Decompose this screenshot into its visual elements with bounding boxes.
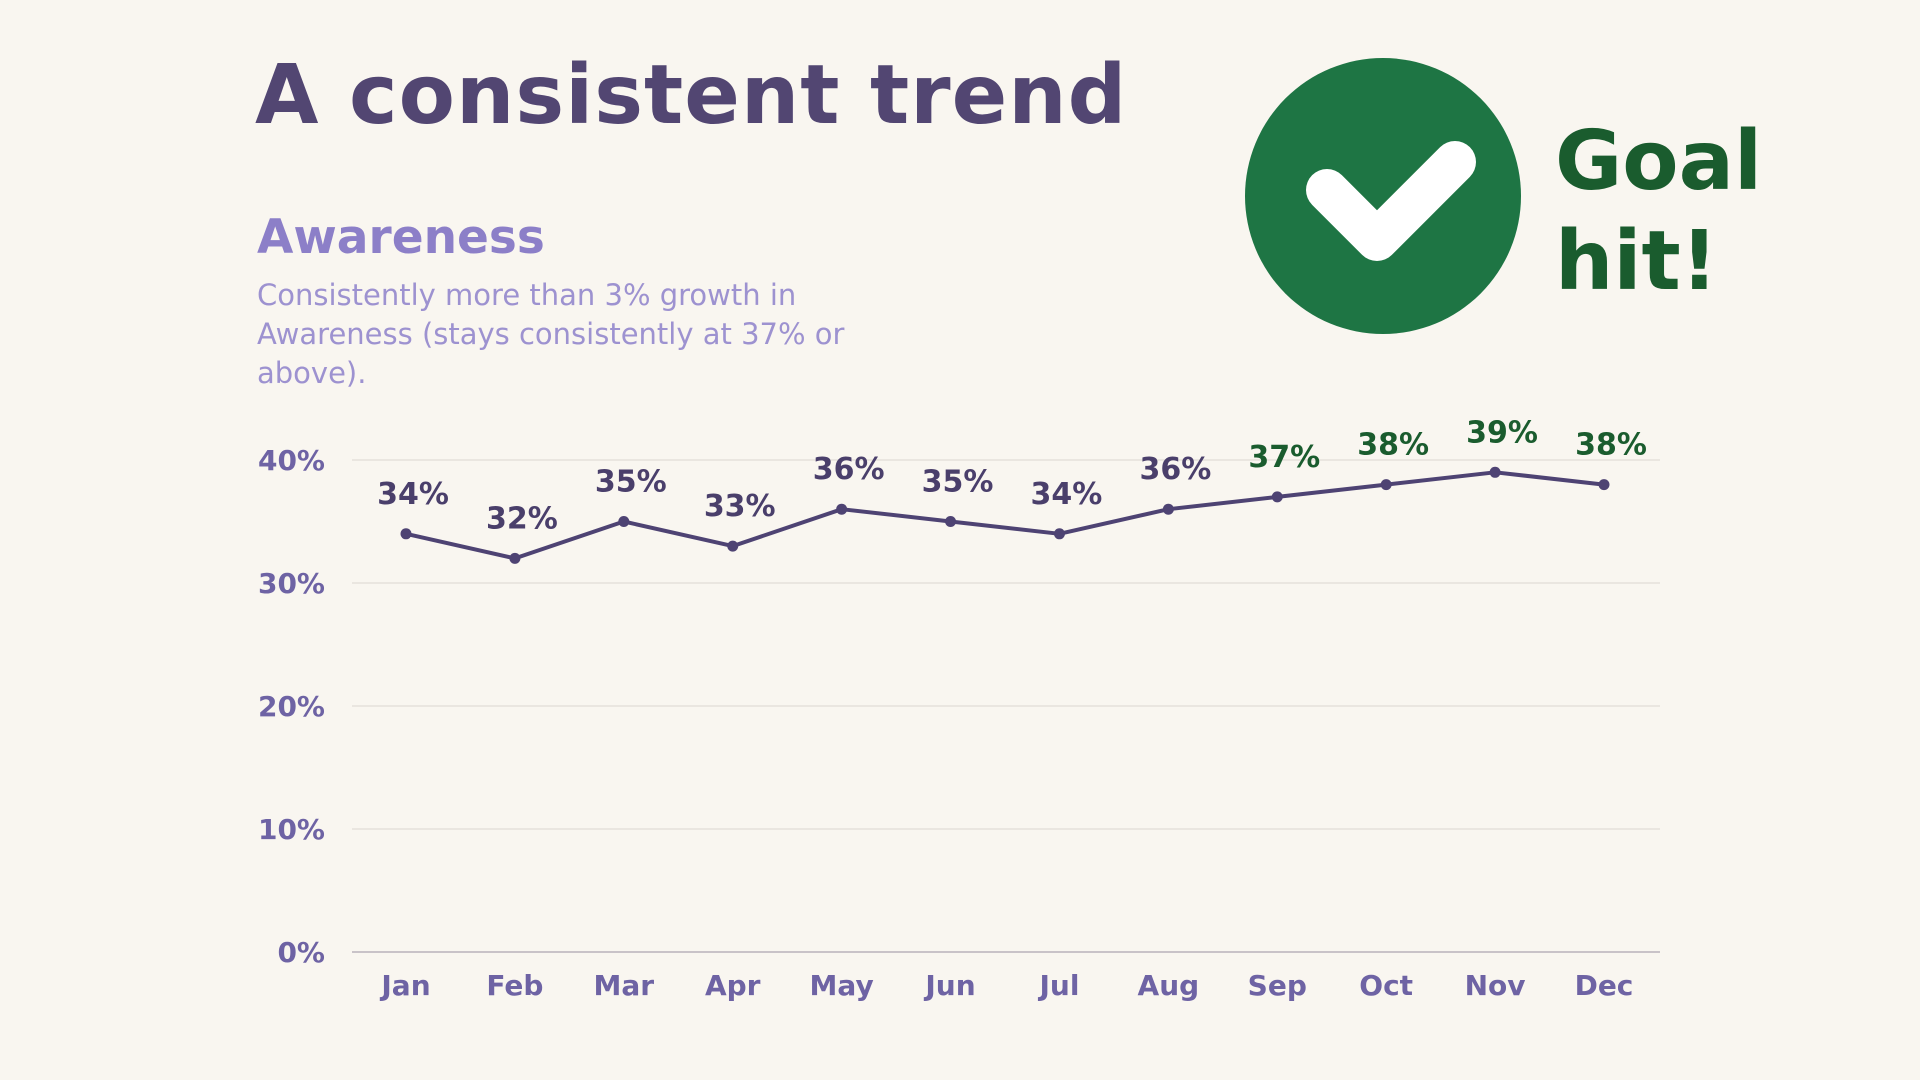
x-tick-label: Oct <box>1359 969 1413 1002</box>
data-label: 34% <box>1031 477 1103 512</box>
chart-description: Consistently more than 3% growth in Awar… <box>257 278 845 390</box>
badge-check <box>1306 141 1476 261</box>
data-point <box>400 528 412 540</box>
x-tick-label: Feb <box>486 969 543 1002</box>
data-point <box>836 503 848 515</box>
x-tick-label: May <box>810 969 874 1002</box>
data-label: 35% <box>922 465 994 500</box>
data-point <box>618 516 630 527</box>
goal-hit-text: Goal hit! <box>1555 114 1763 309</box>
data-label: 32% <box>486 501 558 536</box>
data-label: 38% <box>1357 428 1429 463</box>
data-label: 38% <box>1575 428 1647 463</box>
data-label: 36% <box>813 452 885 487</box>
x-tick-label: Jul <box>1037 969 1079 1002</box>
x-tick-label: Dec <box>1575 969 1634 1002</box>
badge-circle <box>1245 58 1521 334</box>
data-point <box>1162 503 1174 515</box>
x-tick-label: Apr <box>705 969 761 1002</box>
data-point <box>945 516 957 527</box>
checkmark-icon <box>1245 58 1521 334</box>
y-tick-label: 10% <box>258 813 325 846</box>
y-tick-label: 20% <box>258 690 325 723</box>
x-tick-label: Mar <box>594 969 655 1002</box>
y-tick-label: 0% <box>277 936 325 969</box>
data-point <box>727 540 739 552</box>
page-title: A consistent trend <box>255 48 1128 143</box>
data-label: 33% <box>704 489 776 524</box>
series-line <box>404 470 1606 561</box>
data-point <box>1271 491 1283 503</box>
x-tick-label: Aug <box>1138 969 1200 1002</box>
x-tick-label: Jan <box>379 969 430 1002</box>
y-tick-label: 40% <box>258 444 325 477</box>
data-point <box>1598 479 1610 491</box>
data-point <box>1380 479 1392 491</box>
y-tick-label: 30% <box>258 567 325 600</box>
data-label: 36% <box>1139 452 1211 487</box>
data-label: 35% <box>595 465 667 500</box>
x-tick-label: Sep <box>1248 969 1307 1002</box>
data-point <box>1053 528 1065 540</box>
data-label: 39% <box>1466 415 1538 450</box>
data-label: 34% <box>377 477 449 512</box>
x-tick-label: Nov <box>1465 969 1526 1002</box>
data-point <box>1489 466 1501 478</box>
data-label: 37% <box>1248 440 1320 475</box>
chart-subtitle: Awareness <box>257 210 545 265</box>
x-tick-label: Jun <box>923 969 975 1002</box>
data-point <box>509 552 521 564</box>
